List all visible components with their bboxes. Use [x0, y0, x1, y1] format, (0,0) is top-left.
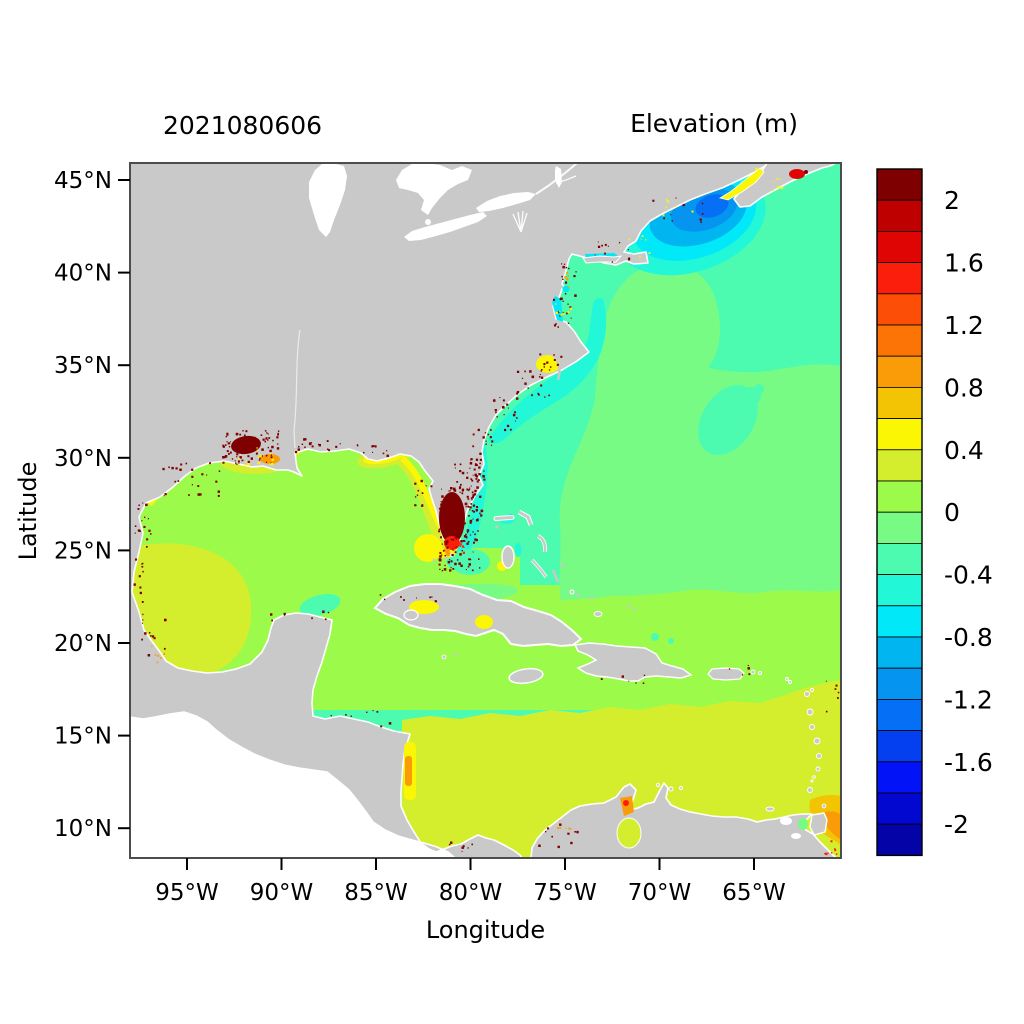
maracaibo: [616, 796, 642, 849]
colorbar-tick-label: -1.2: [944, 685, 993, 714]
axis-text: 95°W 90°W 85°W 80°W 75°W 70°W 65°W 45°N 40°N 35°N…: [14, 168, 786, 944]
pacific-no-data: [130, 712, 455, 858]
batabano-yellow: [409, 600, 439, 614]
fundy-water: [718, 167, 765, 201]
minas-basin-red-spot: [789, 169, 805, 179]
trinidad: [809, 812, 828, 836]
x-axis-label: Longitude: [426, 916, 545, 944]
bahamas: [493, 509, 637, 617]
colorbar-tick-label: 2: [944, 186, 960, 215]
caymans: [441, 653, 458, 660]
colorbar-tick-label: 0.8: [944, 373, 984, 402]
ana-maria-yellow: [475, 615, 493, 629]
colorbar-tick-label: 1.2: [944, 311, 984, 340]
colorbar-tick-label: -0.4: [944, 561, 993, 590]
plot-date-title: 2021080606: [163, 111, 323, 140]
y-tick-label: 45°N: [54, 168, 112, 194]
colorbar-tick-label: 1.6: [944, 249, 984, 278]
colorbar-tick-label: 0.4: [944, 436, 984, 465]
y-tick-label: 40°N: [54, 261, 112, 287]
colorbar-tick-label: -0.8: [944, 623, 993, 652]
y-tick-label: 10°N: [54, 816, 112, 842]
lake-maracaibo: [616, 817, 642, 849]
maracaibo-entrance-orange: [620, 796, 634, 816]
y-tick-label: 15°N: [54, 724, 112, 750]
y-tick-label: 20°N: [54, 631, 112, 657]
x-tick-label: 95°W: [155, 880, 219, 906]
colorbar-title: Elevation (m): [630, 109, 798, 138]
plot-frame: [118, 162, 842, 870]
colorbar-tick-label: 0: [944, 498, 960, 527]
cuba: [373, 583, 583, 648]
x-tick-label: 70°W: [628, 880, 692, 906]
x-tick-label: 75°W: [533, 880, 597, 906]
coastal-flood-speckles: [133, 167, 840, 856]
nicaragua-coast-band: [404, 742, 416, 800]
lesser-antilles: [656, 669, 822, 812]
y-axis-label: Latitude: [14, 462, 42, 561]
puerto-rico: [707, 667, 745, 681]
isla-juventud: [403, 609, 419, 621]
coastal-details: [231, 162, 828, 849]
gulf-of-paria: [798, 818, 808, 830]
x-tick-label: 85°W: [344, 880, 408, 906]
y-tick-label: 30°N: [54, 446, 112, 472]
colorbar-tick-label: -2: [944, 810, 969, 839]
jamaica: [508, 667, 544, 685]
x-tick-label: 65°W: [722, 880, 786, 906]
elevation-colorbar: 2 1.6 1.2 0.8 0.4 0 -0.4 -0.8 -1.2 -1.6 -2: [876, 168, 993, 857]
long-island: [582, 255, 623, 264]
colorbar-tick-label: -1.6: [944, 748, 993, 777]
hispaniola: [573, 642, 693, 682]
y-tick-label: 25°N: [54, 538, 112, 564]
great-lakes: [309, 163, 562, 241]
tobago: [821, 803, 827, 809]
x-tick-label: 90°W: [250, 880, 314, 906]
x-tick-label: 80°W: [439, 880, 503, 906]
outer-banks: [544, 348, 561, 381]
rivers: [293, 162, 578, 449]
trinidad-area: [780, 803, 828, 839]
y-tick-label: 35°N: [54, 353, 112, 379]
